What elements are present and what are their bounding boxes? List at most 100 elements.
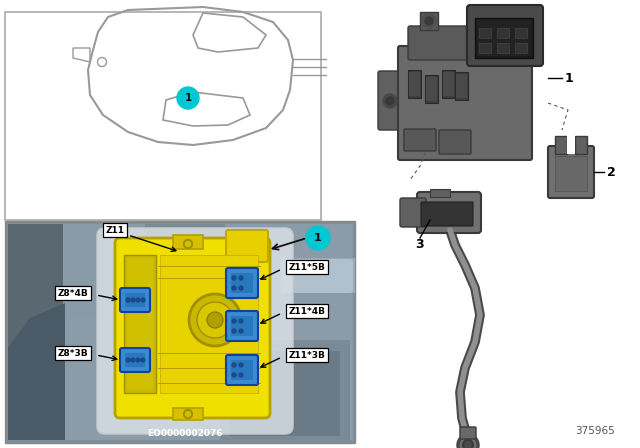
Text: Z11*4B: Z11*4B [289,306,326,315]
Circle shape [425,17,433,25]
Text: 2: 2 [607,165,616,178]
Bar [479,43,491,53]
FancyBboxPatch shape [400,198,426,227]
Text: Z11*3B: Z11*3B [289,350,325,359]
FancyBboxPatch shape [398,46,532,160]
Circle shape [126,358,130,362]
Bar [497,28,509,38]
Bar [173,235,203,249]
Bar [515,43,527,53]
Circle shape [136,358,140,362]
Circle shape [239,329,243,333]
FancyBboxPatch shape [226,355,258,385]
Circle shape [239,319,243,323]
Polygon shape [8,303,65,440]
Circle shape [232,329,236,333]
FancyBboxPatch shape [226,268,258,298]
Bar [127,258,153,390]
Circle shape [463,440,473,448]
Bar [65,224,145,318]
Bar [456,74,467,98]
Circle shape [232,286,236,290]
Text: 3: 3 [416,237,424,250]
Bar [125,293,145,307]
Circle shape [126,298,130,302]
Circle shape [458,435,478,448]
Bar [220,340,350,440]
Circle shape [184,240,193,249]
Bar [125,353,145,367]
Bar [455,72,468,100]
Circle shape [141,298,145,302]
Circle shape [232,276,236,280]
Circle shape [186,412,191,417]
Bar [420,12,438,30]
FancyBboxPatch shape [226,230,268,262]
Bar [575,136,587,154]
Bar [5,221,355,443]
Bar [555,156,587,191]
Text: EO0000002076: EO0000002076 [147,429,223,438]
Circle shape [306,226,330,250]
FancyBboxPatch shape [97,228,293,434]
Circle shape [239,276,243,280]
Bar [230,351,340,436]
Bar [8,224,63,440]
FancyBboxPatch shape [404,129,436,151]
Circle shape [141,358,145,362]
Circle shape [232,363,236,367]
Bar [515,28,527,38]
Circle shape [131,298,135,302]
Polygon shape [8,224,63,440]
FancyBboxPatch shape [467,5,543,66]
FancyBboxPatch shape [115,238,270,418]
Bar [231,360,253,380]
Bar [408,70,421,98]
Bar [5,12,321,220]
FancyBboxPatch shape [460,427,476,439]
Text: 375965: 375965 [575,426,615,436]
Bar [63,224,353,440]
Bar [280,258,355,293]
Circle shape [186,241,191,246]
Bar [358,0,640,448]
FancyBboxPatch shape [417,192,481,233]
Bar [477,20,531,56]
Text: 1: 1 [314,233,322,243]
Bar [442,70,455,98]
Text: Z8*4B: Z8*4B [58,289,88,297]
Bar [409,72,420,96]
FancyBboxPatch shape [439,130,471,154]
Bar [124,255,156,393]
Circle shape [189,294,241,346]
Bar [430,189,450,197]
Bar [145,224,225,348]
FancyBboxPatch shape [548,146,594,198]
Bar [160,255,258,393]
Circle shape [197,302,233,338]
Bar [497,43,509,53]
Circle shape [232,373,236,377]
Bar [231,273,253,293]
Circle shape [232,319,236,323]
Circle shape [239,373,243,377]
FancyBboxPatch shape [120,288,150,312]
Bar [231,316,253,336]
Text: 1: 1 [565,72,573,85]
Circle shape [239,363,243,367]
Circle shape [131,358,135,362]
Text: Z11: Z11 [106,225,125,234]
Circle shape [422,14,436,28]
Circle shape [386,97,394,105]
Circle shape [184,409,193,418]
FancyBboxPatch shape [378,71,406,130]
Bar [443,72,454,96]
FancyBboxPatch shape [408,26,522,60]
Bar [425,75,438,103]
Circle shape [239,286,243,290]
Bar [555,136,567,154]
Bar [475,18,533,58]
FancyBboxPatch shape [226,311,258,341]
FancyBboxPatch shape [282,259,353,293]
Circle shape [383,94,397,108]
